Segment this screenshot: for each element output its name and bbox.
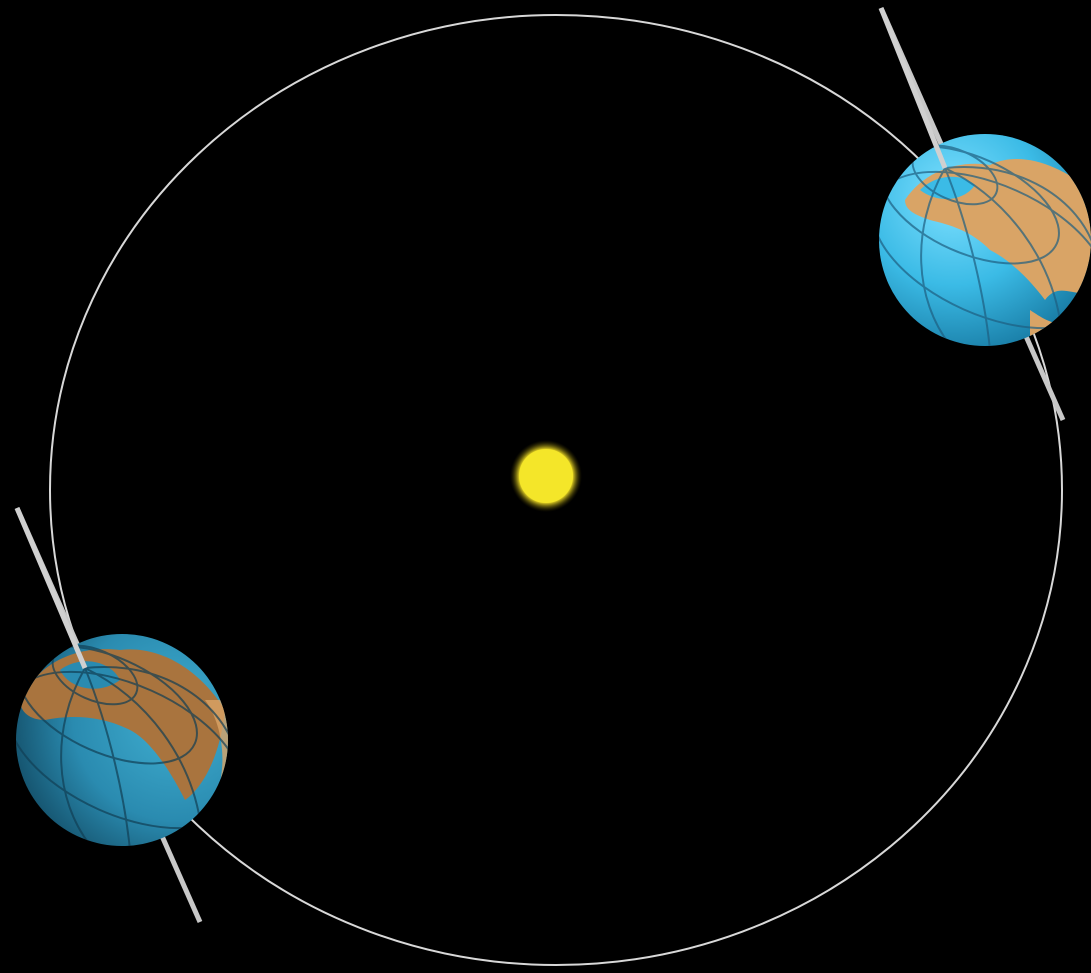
axis-front: [14, 507, 88, 669]
axis-front: [878, 7, 948, 169]
orbit: [49, 14, 1063, 966]
ocean: [60, 661, 120, 689]
earth-lower-left: [14, 506, 228, 924]
continent: [20, 649, 225, 800]
sun: [519, 449, 573, 503]
